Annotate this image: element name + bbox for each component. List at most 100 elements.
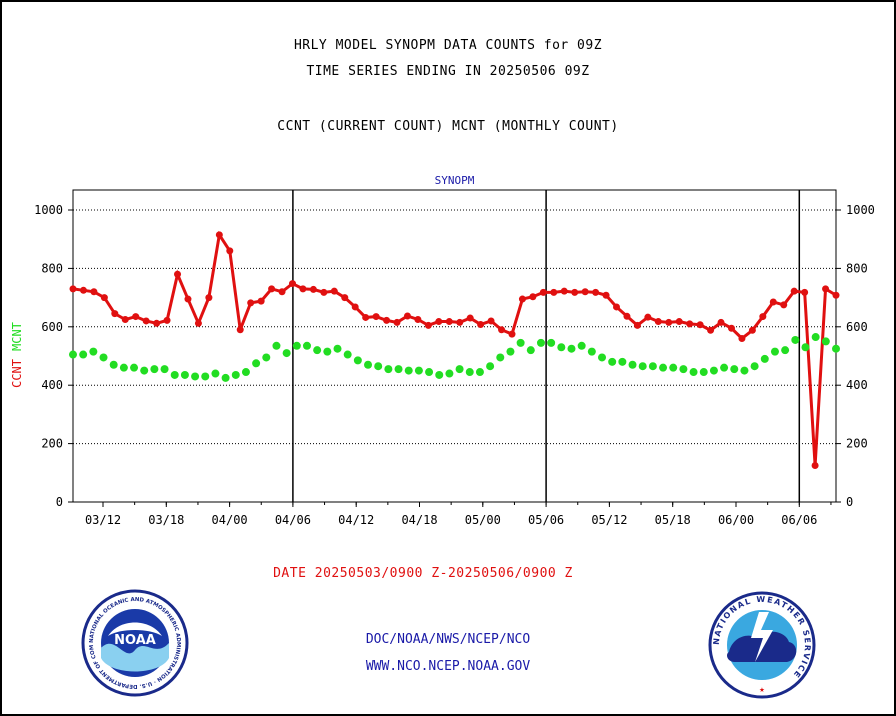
y-tick-label-left: 800 [41, 261, 63, 275]
data-point-mcnt [618, 357, 627, 366]
data-point-ccnt [111, 310, 119, 318]
data-point-mcnt [475, 368, 484, 377]
data-point-ccnt [299, 285, 307, 293]
chart-title-line-2: TIME SERIES ENDING IN 20250506 09Z [306, 64, 590, 79]
data-point-mcnt [821, 337, 830, 346]
data-point-mcnt [526, 346, 535, 355]
data-point-ccnt [351, 303, 359, 311]
data-point-ccnt [362, 313, 370, 321]
data-point-mcnt [750, 362, 759, 371]
national-weather-service-logo-icon: ★ NATIONAL WEATHER SERVICE [708, 591, 816, 699]
data-point-mcnt [455, 365, 464, 374]
data-point-mcnt [709, 366, 718, 375]
y-tick-label-left: 600 [41, 320, 63, 334]
data-point-mcnt [231, 370, 240, 379]
y-tick-label-right: 400 [846, 378, 868, 392]
data-point-ccnt [100, 294, 108, 302]
data-point-ccnt [121, 316, 129, 323]
data-point-ccnt [592, 288, 600, 296]
data-point-mcnt [791, 335, 800, 344]
data-point-ccnt [477, 320, 485, 328]
data-point-mcnt [180, 370, 189, 379]
data-point-mcnt [486, 362, 495, 371]
data-point-ccnt [456, 318, 464, 326]
data-point-mcnt [506, 347, 515, 356]
y-tick-label-left: 400 [41, 378, 63, 392]
data-point-ccnt [644, 313, 652, 321]
data-point-ccnt [759, 313, 767, 321]
data-point-ccnt [790, 287, 798, 295]
data-point-ccnt [403, 312, 411, 320]
y-axis-label-mcnt: MCNT [10, 322, 24, 351]
data-point-mcnt [465, 368, 474, 377]
noaa-logo-icon: NOAA NATIONAL OCEANIC AND ATMOSPHERIC AD… [80, 588, 189, 697]
series-line-ccnt [72, 230, 837, 466]
y-tick-label-left: 1000 [34, 203, 63, 217]
data-point-mcnt [770, 347, 779, 356]
data-point-mcnt [150, 365, 159, 374]
data-point-mcnt [669, 363, 678, 372]
data-point-ccnt [163, 316, 171, 324]
data-point-ccnt [414, 316, 422, 323]
data-point-ccnt [320, 288, 328, 296]
data-point-ccnt [383, 316, 391, 324]
data-point-mcnt [99, 353, 108, 362]
website-link[interactable]: WWW.NCO.NCEP.NOAA.GOV [365, 659, 531, 674]
data-point-mcnt [801, 343, 810, 352]
data-point-mcnt [832, 344, 840, 353]
data-point-mcnt [282, 349, 291, 358]
data-point-ccnt [518, 295, 526, 303]
data-point-mcnt [577, 341, 586, 350]
org-path-link[interactable]: DOC/NOAA/NWS/NCEP/NCO [365, 632, 531, 647]
data-point-ccnt [602, 291, 610, 299]
data-point-ccnt [194, 319, 202, 327]
data-point-mcnt [302, 341, 311, 350]
data-point-mcnt [211, 369, 220, 378]
data-point-mcnt [404, 366, 413, 375]
data-point-ccnt [466, 314, 474, 322]
chart-title-line-1: HRLY MODEL SYNOPM DATA COUNTS for 09Z [293, 38, 603, 53]
data-point-ccnt [748, 326, 756, 334]
data-point-ccnt [341, 294, 349, 302]
data-point-ccnt [487, 317, 495, 325]
data-point-ccnt [79, 286, 87, 294]
data-point-mcnt [425, 368, 434, 377]
data-point-mcnt [781, 346, 790, 355]
y-axis-label-ccnt: CCNT [10, 359, 24, 388]
data-point-ccnt [132, 313, 140, 321]
data-point-mcnt [384, 365, 393, 374]
x-tick-label: 05/00 [465, 513, 501, 527]
x-tick-label: 04/06 [275, 513, 311, 527]
data-point-mcnt [333, 344, 342, 353]
data-point-mcnt [364, 360, 373, 369]
y-tick-label-left: 0 [56, 495, 63, 509]
x-tick-label: 05/12 [591, 513, 627, 527]
data-point-ccnt [205, 294, 213, 302]
data-point-mcnt [252, 359, 261, 368]
y-tick-label-right: 800 [846, 261, 868, 275]
data-point-ccnt [435, 318, 443, 326]
data-point-ccnt [571, 288, 579, 296]
data-point-ccnt [780, 301, 788, 309]
data-point-ccnt [278, 288, 286, 296]
data-point-ccnt [675, 318, 683, 326]
data-point-ccnt [769, 298, 777, 306]
data-point-mcnt [730, 365, 739, 374]
data-point-ccnt [738, 334, 746, 342]
data-point-mcnt [69, 350, 77, 359]
x-tick-label: 03/18 [148, 513, 184, 527]
data-point-ccnt [90, 288, 98, 296]
data-point-ccnt [257, 297, 265, 305]
data-point-ccnt [822, 285, 830, 293]
chart-subtitle-synopm: SYNOPM [435, 174, 475, 187]
data-point-mcnt [628, 360, 637, 369]
data-point-mcnt [313, 346, 322, 355]
data-point-ccnt [498, 326, 506, 334]
series-line-mcnt [73, 337, 836, 378]
data-point-ccnt [696, 321, 704, 329]
data-point-ccnt [445, 318, 453, 326]
data-point-ccnt [236, 326, 244, 334]
data-point-mcnt [608, 357, 617, 366]
data-point-ccnt [560, 287, 568, 295]
